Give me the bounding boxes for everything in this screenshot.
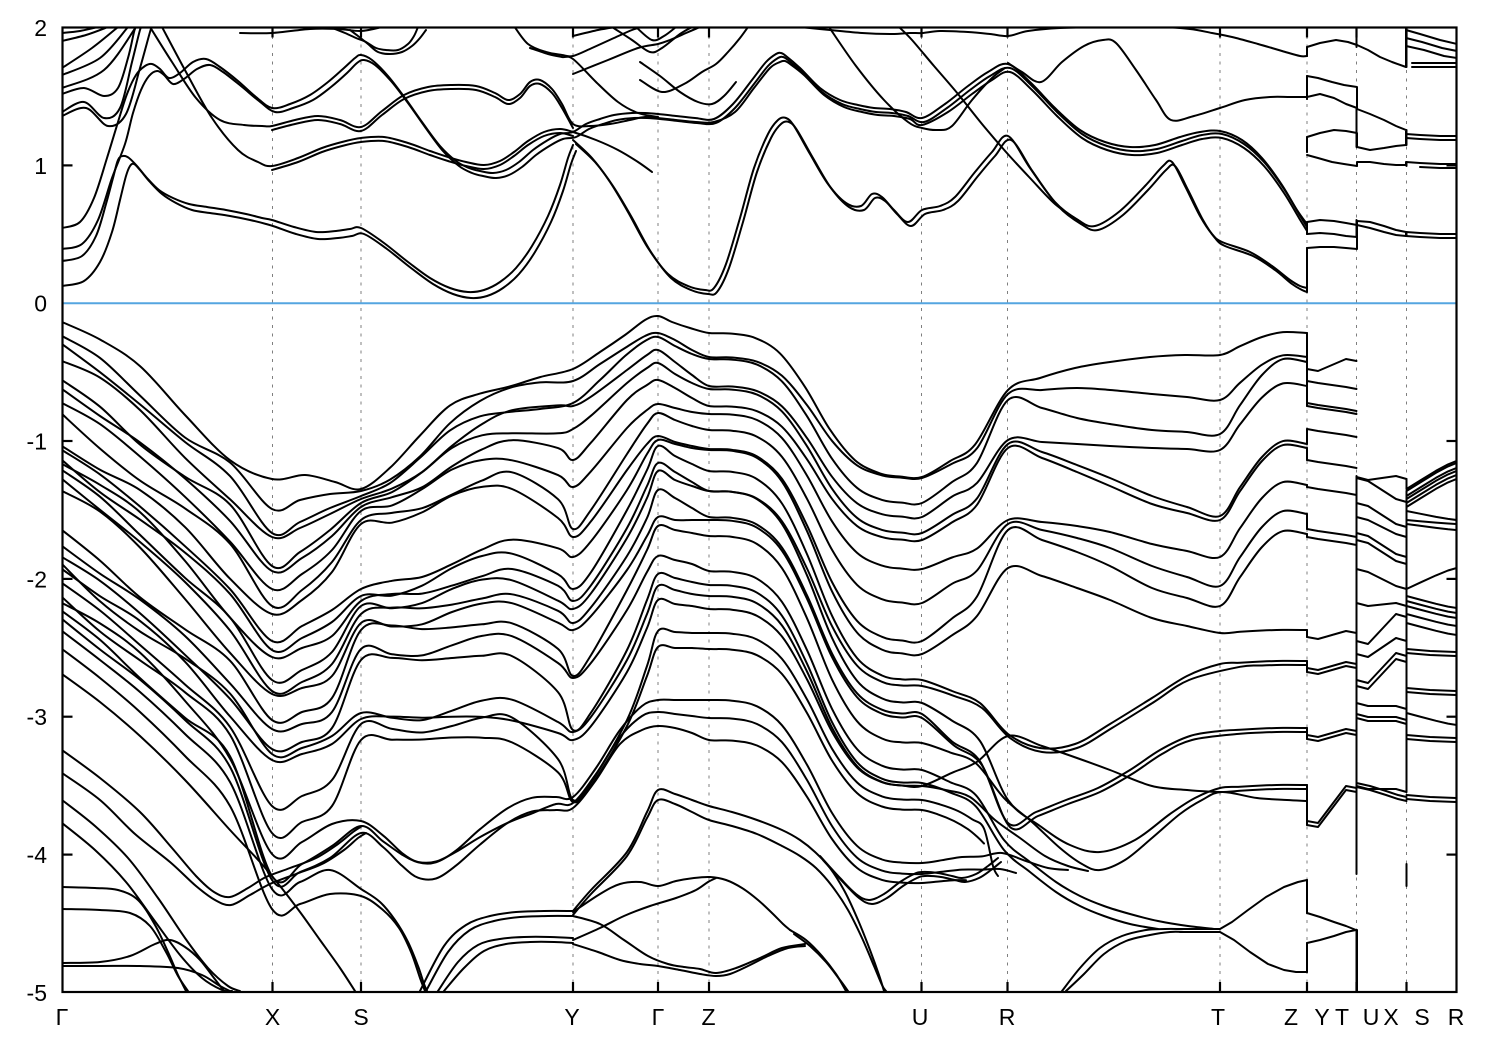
svg-text:-2: -2 [27, 566, 47, 592]
svg-text:-4: -4 [27, 842, 48, 868]
svg-text:S: S [1414, 1004, 1429, 1030]
svg-text:R: R [999, 1004, 1016, 1030]
svg-text:0: 0 [34, 291, 47, 317]
svg-text:X: X [1383, 1004, 1398, 1030]
svg-text:T: T [1211, 1004, 1225, 1030]
svg-text:S: S [353, 1004, 368, 1030]
svg-text:Y: Y [1314, 1004, 1329, 1030]
svg-text:Y: Y [564, 1004, 579, 1030]
svg-text:X: X [265, 1004, 280, 1030]
svg-text:Γ: Γ [56, 1004, 69, 1030]
svg-text:2: 2 [34, 15, 47, 41]
svg-text:Z: Z [701, 1004, 715, 1030]
svg-text:R: R [1448, 1004, 1465, 1030]
svg-text:-3: -3 [27, 704, 47, 730]
svg-text:1: 1 [34, 153, 47, 179]
svg-text:Z: Z [1284, 1004, 1298, 1030]
svg-text:-5: -5 [27, 980, 47, 1006]
svg-text:Γ: Γ [652, 1004, 665, 1030]
svg-text:U: U [1363, 1004, 1380, 1030]
svg-text:T: T [1335, 1004, 1349, 1030]
svg-text:-1: -1 [27, 429, 47, 455]
svg-text:U: U [912, 1004, 929, 1030]
